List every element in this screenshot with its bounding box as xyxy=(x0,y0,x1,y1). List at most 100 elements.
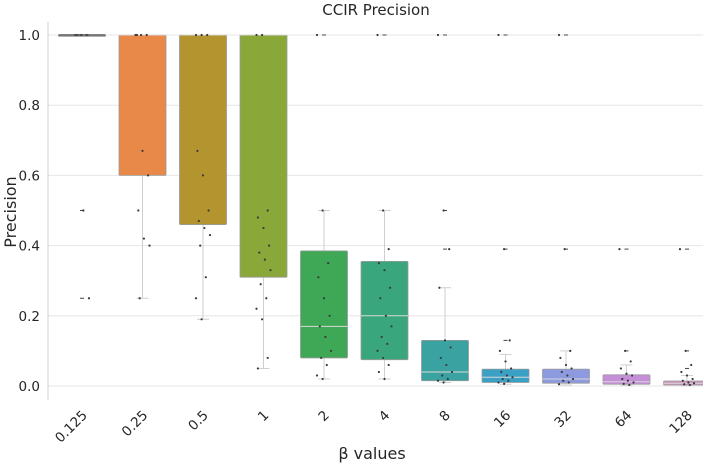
data-point xyxy=(269,269,272,272)
box-group-16 xyxy=(481,33,530,385)
data-point xyxy=(390,325,393,328)
data-point xyxy=(265,297,268,300)
data-point xyxy=(632,381,635,384)
data-point xyxy=(255,307,258,310)
data-point xyxy=(204,276,207,279)
box-group-4 xyxy=(360,33,409,381)
data-point xyxy=(315,374,319,377)
data-point xyxy=(266,356,269,360)
x-tick-label: 0.125 xyxy=(52,408,91,447)
data-point xyxy=(321,209,324,212)
data-point xyxy=(562,379,565,382)
data-point xyxy=(141,149,144,152)
data-point xyxy=(383,269,386,272)
data-point xyxy=(497,33,500,37)
data-point xyxy=(263,258,266,261)
data-point xyxy=(441,374,444,377)
data-point xyxy=(382,209,385,212)
data-point xyxy=(438,286,441,289)
data-point xyxy=(503,382,506,385)
box-32 xyxy=(542,368,590,384)
box-group-2 xyxy=(300,33,348,381)
data-point xyxy=(628,383,631,387)
data-point xyxy=(321,377,324,381)
data-point xyxy=(201,174,205,177)
data-point xyxy=(450,370,454,374)
data-point xyxy=(82,209,85,212)
box-1 xyxy=(239,34,288,278)
data-point xyxy=(448,248,451,251)
data-point xyxy=(258,251,261,254)
data-point xyxy=(261,318,264,321)
data-point xyxy=(626,379,630,382)
y-tick-label: 0.0 xyxy=(19,379,40,395)
data-point xyxy=(200,33,203,37)
data-point xyxy=(208,233,212,237)
data-point xyxy=(442,209,445,212)
data-point xyxy=(688,383,691,387)
data-point xyxy=(384,314,387,317)
box-4 xyxy=(360,260,409,361)
data-point xyxy=(196,149,199,152)
box-group-128 xyxy=(663,248,703,387)
data-point xyxy=(329,349,333,352)
data-point xyxy=(511,376,514,379)
data-point xyxy=(322,297,326,300)
data-point xyxy=(508,339,511,342)
y-axis-label: Precision xyxy=(1,176,20,247)
data-point xyxy=(266,209,269,212)
data-point xyxy=(148,244,151,247)
data-point xyxy=(197,219,200,223)
data-point xyxy=(327,262,330,265)
data-point xyxy=(564,363,568,367)
data-point xyxy=(436,379,440,382)
x-tick-label: 4 xyxy=(376,408,393,425)
data-point xyxy=(684,349,687,352)
data-point xyxy=(382,356,385,360)
data-point xyxy=(557,33,561,37)
data-point xyxy=(387,363,390,367)
data-point xyxy=(383,377,386,381)
data-point xyxy=(446,377,449,381)
box-group-64 xyxy=(602,248,651,387)
data-point xyxy=(206,33,209,37)
data-point xyxy=(629,360,632,363)
data-point xyxy=(376,33,379,37)
chart-title: CCIR Precision xyxy=(322,1,430,19)
data-point xyxy=(500,370,503,374)
data-point xyxy=(567,381,570,384)
x-tick-label: 1 xyxy=(255,408,272,425)
x-tick-label: 8 xyxy=(436,408,453,425)
boxes xyxy=(58,33,703,387)
data-point xyxy=(498,349,501,352)
x-tick-label: 16 xyxy=(491,408,514,431)
data-point xyxy=(138,297,141,300)
data-point xyxy=(622,382,625,385)
data-point xyxy=(137,209,140,212)
data-point xyxy=(194,297,198,300)
data-point xyxy=(443,339,447,342)
box-0.25 xyxy=(118,34,167,176)
data-point xyxy=(503,248,506,251)
box-group-0.5 xyxy=(179,33,227,321)
data-point xyxy=(566,374,569,377)
data-point xyxy=(379,297,382,300)
data-point xyxy=(442,381,445,384)
box-0.5 xyxy=(179,34,227,225)
data-point xyxy=(436,33,440,37)
box-64 xyxy=(602,374,651,385)
data-point xyxy=(692,382,696,385)
data-point xyxy=(262,226,265,230)
data-point xyxy=(268,244,271,247)
data-point xyxy=(325,363,328,367)
data-point xyxy=(445,363,448,367)
data-point xyxy=(631,374,634,377)
x-tick-label: 2 xyxy=(315,408,332,425)
data-point xyxy=(199,244,202,247)
data-point xyxy=(625,372,628,375)
data-point xyxy=(387,248,390,251)
box-group-0.25 xyxy=(118,33,167,300)
data-point xyxy=(203,226,206,230)
data-point xyxy=(320,356,323,360)
data-point xyxy=(255,33,258,37)
